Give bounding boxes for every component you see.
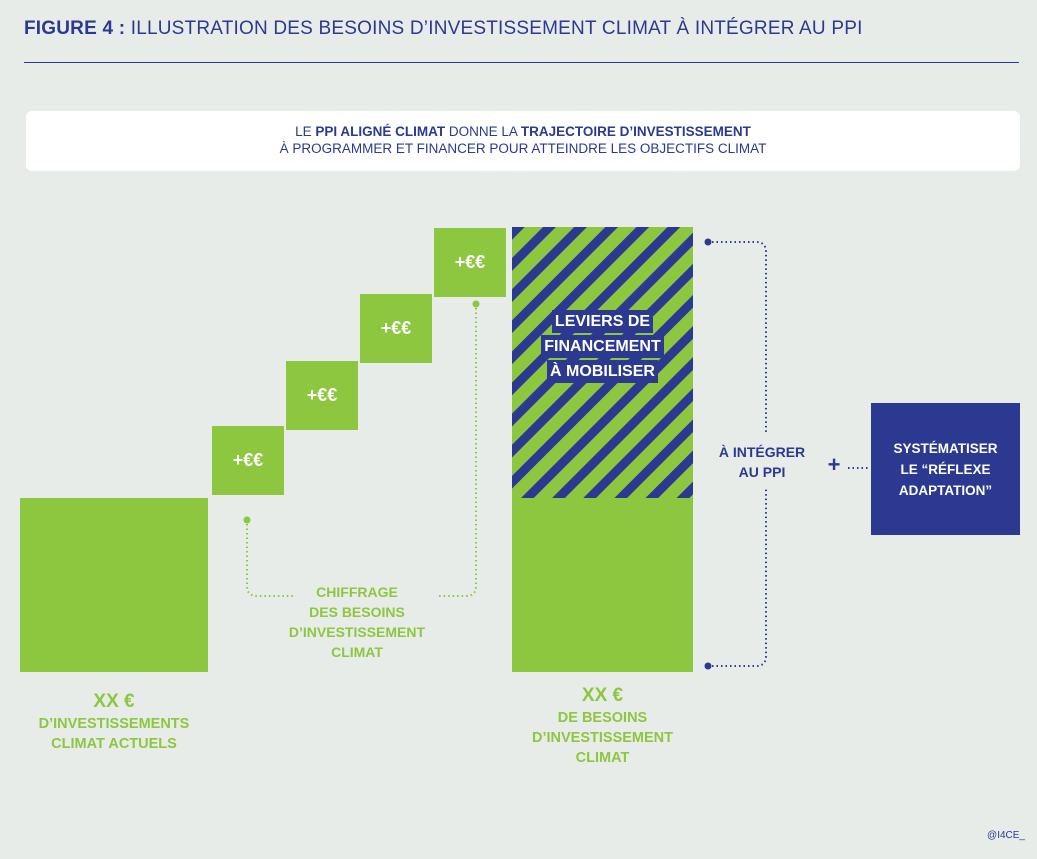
callout-text: LE [295, 124, 316, 139]
adaptation-line: ADAPTATION” [898, 482, 993, 498]
integrate-line: AU PPI [738, 464, 786, 480]
adaptation-reflex-box: SYSTÉMATISER LE “RÉFLEXE ADAPTATION” [871, 403, 1020, 535]
plus-icon: + [827, 452, 841, 477]
source-handle: @I4CE_ [987, 830, 1025, 841]
current-investment-amount: XX € [93, 691, 135, 712]
callout-line-2: À PROGRAMMER ET FINANCER POUR ATTEINDRE … [279, 141, 767, 156]
investment-needs-caption: XX € DE BESOINS D’INVESTISSEMENT CLIMAT [492, 684, 713, 768]
current-investment-block [20, 498, 208, 672]
investment-needs-block [512, 498, 693, 672]
step-label: +€€ [232, 450, 264, 470]
investment-costing-label: CHIFFRAGE DES BESOINS D’INVESTISSEMENT C… [262, 582, 452, 662]
financing-levers-label: LEVIERS DE FINANCEMENT À MOBILISER [512, 309, 693, 384]
integrate-line: À INTÉGRER [718, 444, 806, 460]
current-investment-caption: XX € D’INVESTISSEMENTS CLIMAT ACTUELS [0, 690, 228, 754]
caption-line: D’INVESTISSEMENTS [38, 716, 190, 732]
step-block-4: +€€ [434, 228, 506, 297]
callout-box: LE PPI ALIGNÉ CLIMAT DONNE LA TRAJECTOIR… [26, 111, 1020, 171]
costing-line: CHIFFRAGE [316, 584, 398, 600]
adaptation-line: LE “RÉFLEXE [900, 461, 991, 477]
step-label: +€€ [454, 252, 486, 272]
callout-emphasis: PPI ALIGNÉ CLIMAT [315, 124, 446, 139]
levers-line: LEVIERS DE [551, 310, 654, 333]
step-block-3: +€€ [360, 294, 432, 363]
step-block-1: +€€ [212, 426, 284, 495]
costing-line: CLIMAT [331, 644, 383, 660]
callout-emphasis: TRAJECTOIRE D’INVESTISSEMENT [520, 124, 751, 139]
costing-line: DES BESOINS [309, 604, 405, 620]
caption-line: CLIMAT ACTUELS [51, 736, 177, 752]
levers-line: À MOBILISER [547, 360, 658, 383]
caption-line: D’INVESTISSEMENT [532, 730, 673, 746]
integrate-ppi-label: À INTÉGRER AU PPI [702, 442, 822, 482]
figure-title-text: ILLUSTRATION DES BESOINS D’INVESTISSEMEN… [130, 18, 863, 39]
caption-line: CLIMAT [575, 750, 630, 766]
investment-needs-amount: XX € [581, 685, 624, 706]
caption-line: DE BESOINS [557, 710, 648, 726]
step-label: +€€ [380, 318, 412, 338]
levers-line: FINANCEMENT [541, 335, 664, 358]
step-block-2: +€€ [286, 361, 358, 430]
costing-line: D’INVESTISSEMENT [288, 624, 426, 640]
callout-text: DONNE LA [445, 124, 521, 139]
figure-title: FIGURE 4 : ILLUSTRATION DES BESOINS D’IN… [24, 18, 863, 40]
figure-label: FIGURE 4 : [24, 18, 126, 39]
adaptation-line: SYSTÉMATISER [893, 440, 998, 456]
header-divider [24, 62, 1019, 63]
callout-line-1: LE PPI ALIGNÉ CLIMAT DONNE LA TRAJECTOIR… [26, 123, 1020, 140]
step-label: +€€ [306, 385, 338, 405]
